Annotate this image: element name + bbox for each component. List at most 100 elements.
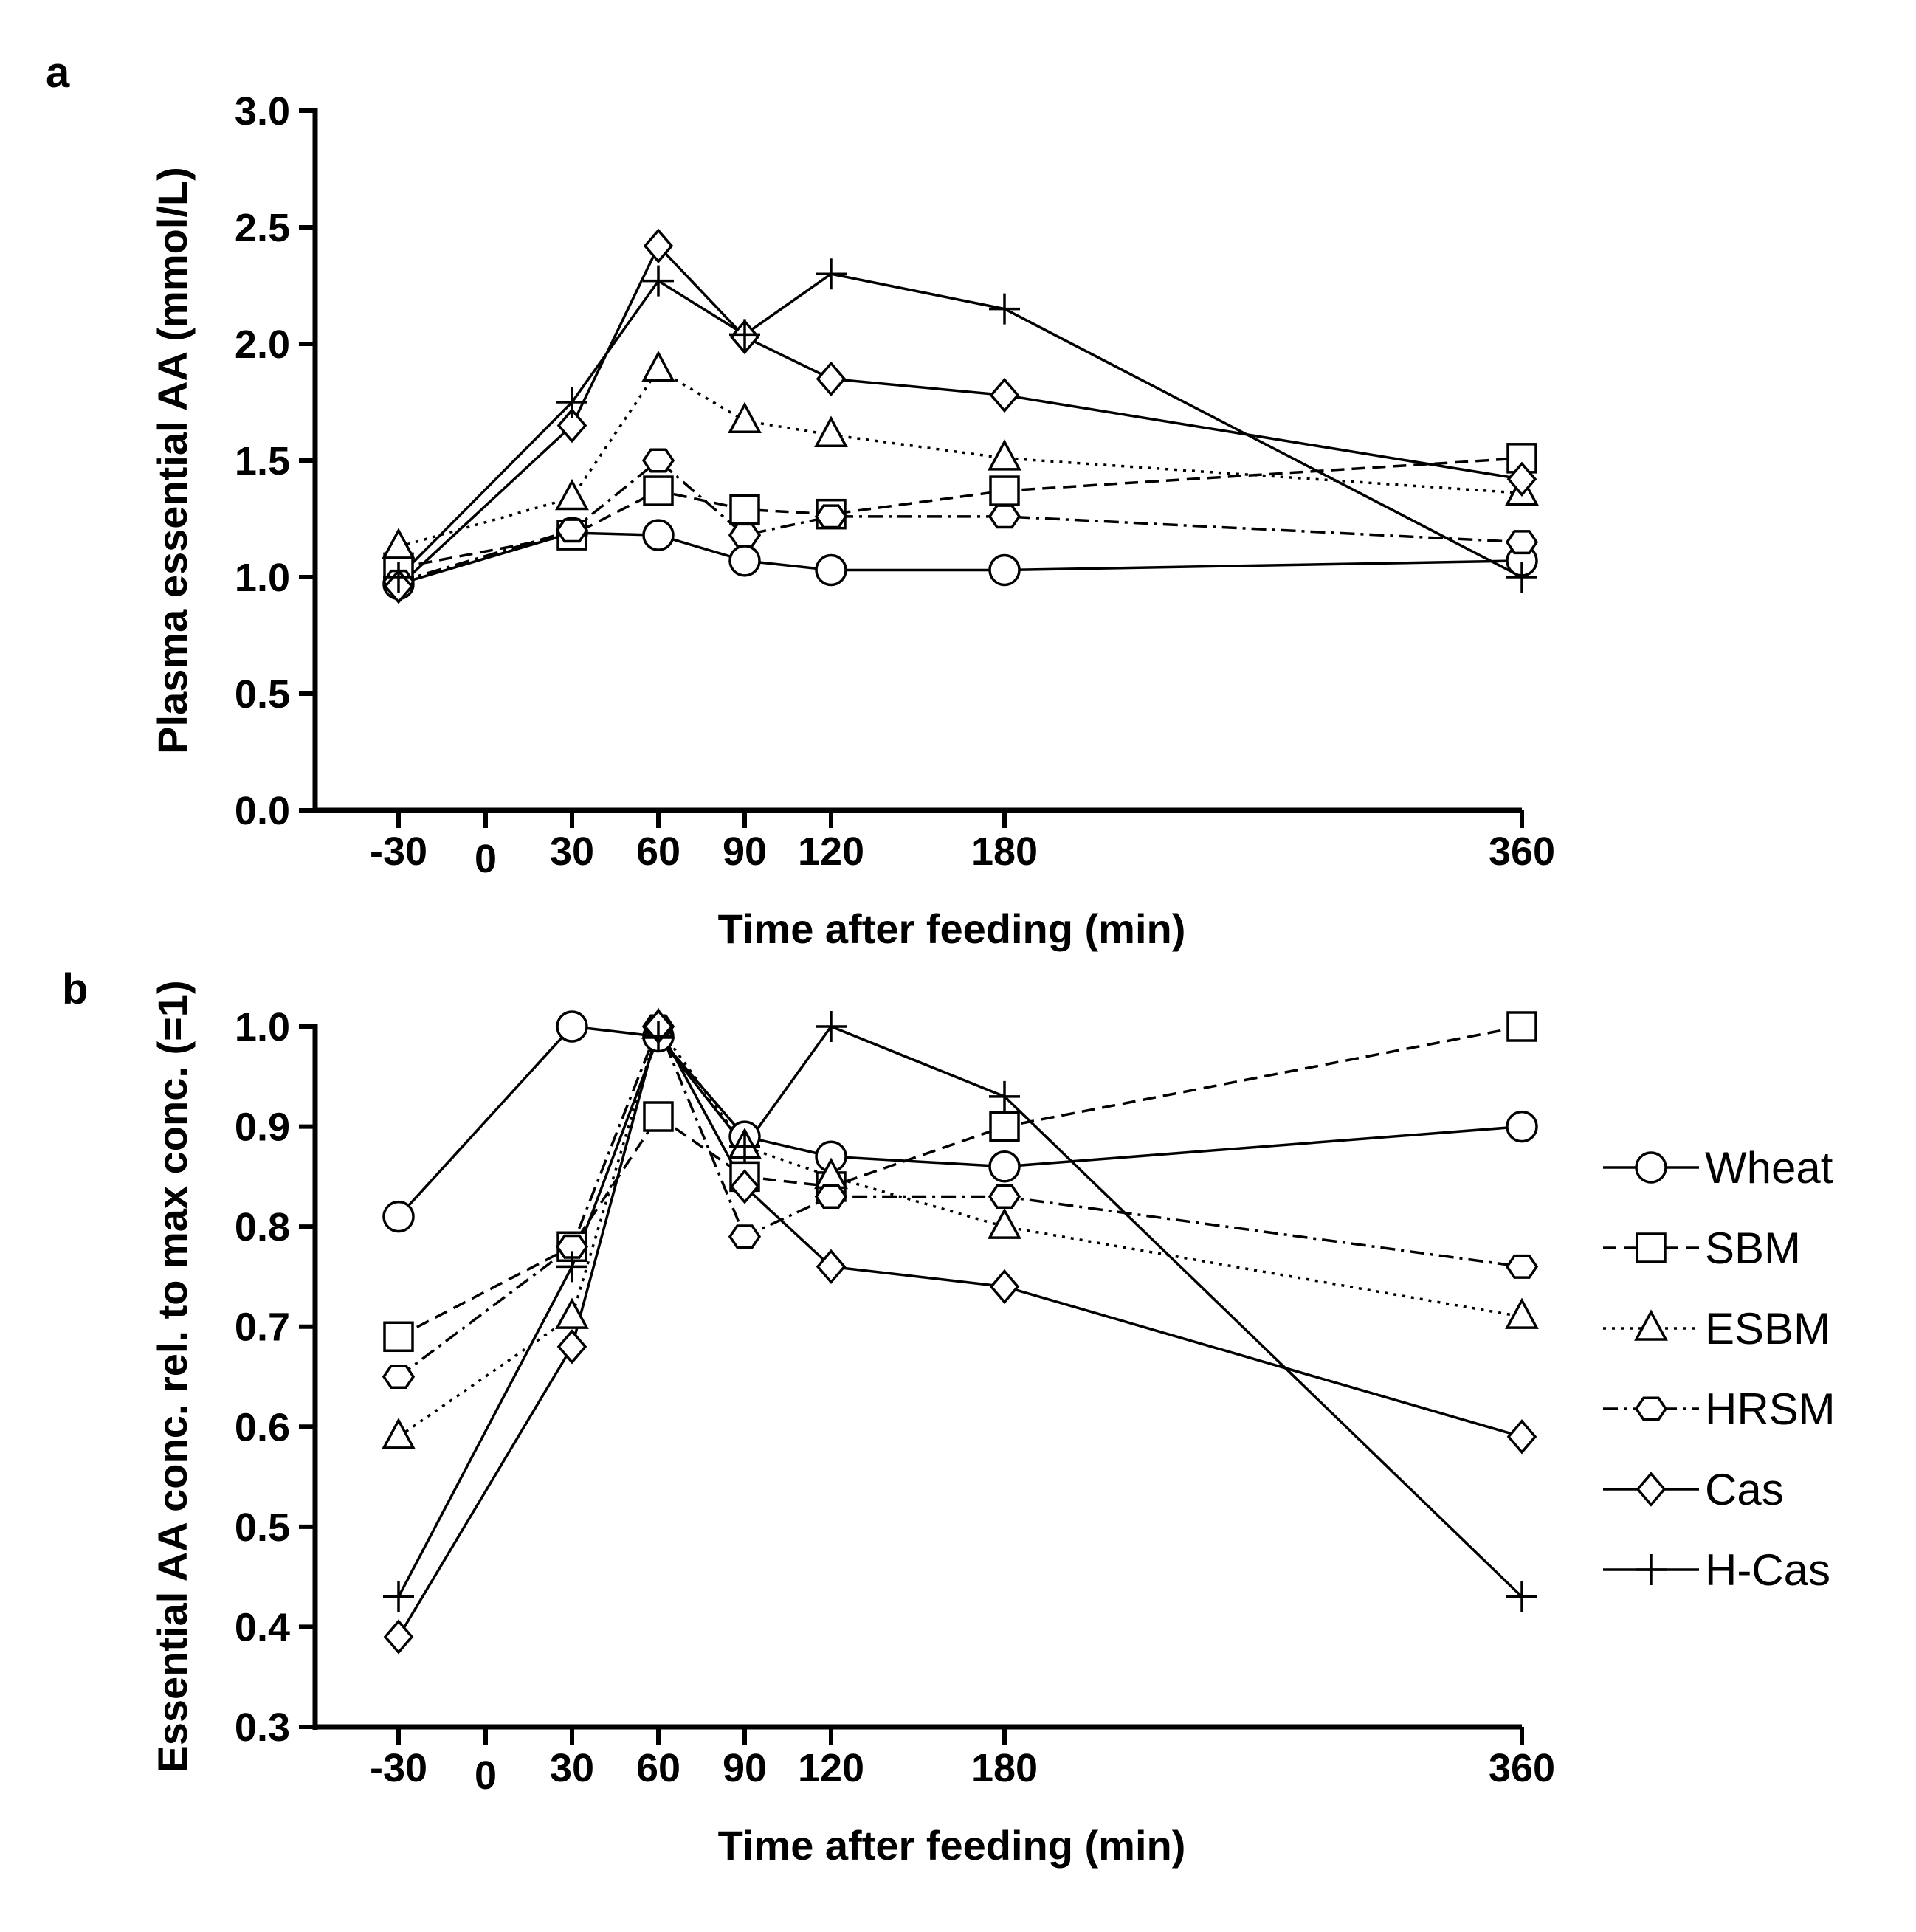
x-tick-label: 120 [798, 829, 864, 874]
y-tick-label: 2.0 [235, 322, 290, 367]
x-axis-title: Time after feeding (min) [718, 905, 1186, 952]
data-point-h-cas [1506, 562, 1537, 593]
legend-marker-wheat [1635, 1151, 1667, 1184]
panel-a: 0.0 0.5 1.0 1.5 2.0 2.5 3.0 -30 0 30 60 90 120 180 360… [46, 49, 1555, 952]
data-point-hrsm [1505, 530, 1539, 555]
y-tick-label: 1.0 [235, 1005, 290, 1049]
legend-marker-esbm [1634, 1309, 1668, 1341]
x-tick-label: 0 [475, 1753, 497, 1798]
x-tick-label: 30 [550, 829, 594, 874]
data-point-hrsm [641, 448, 675, 473]
x-tick-label: 90 [723, 829, 767, 874]
y-tick-label: 0.3 [235, 1705, 290, 1750]
data-point-esbm [988, 1207, 1021, 1239]
x-axis-title: Time after feeding (min) [718, 1822, 1186, 1869]
y-tick-label: 0.8 [235, 1205, 290, 1249]
y-tick-label: 1.0 [235, 556, 290, 600]
y-tick-label: 2.5 [235, 206, 290, 250]
data-point-hrsm [814, 504, 848, 529]
data-point-hrsm [1505, 1254, 1539, 1279]
data-point-esbm [641, 351, 675, 382]
data-point-hrsm [988, 1184, 1021, 1209]
y-tick-label: 1.5 [235, 439, 290, 483]
data-point-hrsm [988, 504, 1021, 529]
data-point-wheat [815, 553, 847, 587]
data-point-hrsm [728, 1224, 762, 1249]
data-point-esbm [382, 528, 416, 559]
data-point-h-cas [816, 258, 847, 290]
panel-b: 0.3 0.4 0.5 0.6 0.7 0.8 0.9 1.0 -30 0 30 60 90 120 180… [62, 965, 1555, 1869]
data-point-cas [556, 407, 587, 444]
legend-label-h-cas: H-Cas [1705, 1545, 1830, 1595]
y-tick-label: 0.7 [235, 1305, 290, 1350]
legend-label-hrsm: HRSM [1705, 1384, 1836, 1434]
data-point-h-cas [643, 1021, 674, 1052]
data-point-sbm [729, 494, 760, 525]
data-point-wheat [642, 519, 675, 551]
data-point-esbm [814, 415, 848, 447]
series-line-cas [397, 1023, 1523, 1638]
panel-label: b [62, 965, 88, 1013]
data-point-h-cas [383, 1581, 414, 1612]
data-point-wheat [382, 1200, 415, 1233]
data-point-sbm [383, 1321, 414, 1353]
data-point-sbm [989, 1111, 1020, 1142]
data-point-wheat [728, 545, 761, 577]
data-point-h-cas [1506, 1581, 1537, 1612]
panel-label: a [46, 49, 70, 97]
data-point-cas [989, 1269, 1020, 1305]
x-tick-label: 120 [798, 1746, 864, 1790]
data-point-esbm [728, 401, 762, 434]
data-point-h-cas [729, 1131, 760, 1162]
legend-marker-sbm [1636, 1232, 1667, 1263]
x-tick-label: 180 [971, 829, 1038, 874]
y-tick-label: 0.6 [235, 1405, 290, 1449]
y-tick-label: 0.5 [235, 672, 290, 717]
x-tick-label: 180 [971, 1746, 1038, 1790]
data-point-h-cas [643, 265, 674, 297]
legend-label-esbm: ESBM [1705, 1304, 1830, 1353]
series-line-wheat [397, 1025, 1523, 1218]
x-tick-label: -30 [370, 829, 427, 874]
data-point-hrsm [555, 518, 589, 543]
series-line-sbm [398, 1025, 1523, 1338]
data-point-cas [816, 1249, 847, 1285]
data-point-sbm [643, 475, 674, 506]
y-tick-label: 0.9 [235, 1105, 290, 1150]
data-point-h-cas [729, 319, 760, 351]
y-tick-label: 3.0 [235, 89, 290, 134]
legend-marker-hrsm [1634, 1396, 1668, 1421]
data-point-cas [989, 377, 1020, 413]
data-point-cas [729, 1169, 760, 1204]
data-point-cas [383, 1619, 414, 1655]
data-point-cas [1506, 1419, 1537, 1455]
x-tick-label: 30 [550, 1746, 594, 1790]
data-point-sbm [643, 1101, 674, 1132]
data-point-wheat [988, 1150, 1021, 1183]
data-point-h-cas [816, 1011, 847, 1042]
data-point-esbm [988, 439, 1021, 471]
data-point-hrsm [814, 1184, 848, 1209]
data-point-esbm [555, 478, 589, 511]
data-point-sbm [989, 475, 1020, 506]
data-point-wheat [988, 553, 1021, 587]
x-tick-label: 360 [1489, 829, 1555, 874]
x-tick-label: 60 [636, 1746, 680, 1790]
x-tick-label: 60 [636, 829, 680, 874]
data-point-hrsm [555, 1234, 589, 1259]
legend-label-wheat: Wheat [1705, 1143, 1833, 1193]
data-point-cas [556, 1329, 587, 1365]
legend-marker-h-cas [1636, 1554, 1667, 1585]
y-tick-label: 0.4 [235, 1605, 290, 1649]
x-tick-label: -30 [370, 1746, 427, 1790]
data-point-h-cas [989, 1080, 1020, 1112]
series-line-sbm [398, 457, 1523, 570]
y-tick-label: 0.0 [235, 789, 290, 833]
data-point-h-cas [989, 293, 1020, 325]
data-point-cas [816, 361, 847, 397]
data-point-wheat [1506, 1110, 1538, 1143]
data-point-esbm [555, 1297, 589, 1329]
x-tick-label: 0 [475, 837, 497, 881]
data-point-wheat [556, 1010, 588, 1043]
legend-label-cas: Cas [1705, 1465, 1784, 1514]
